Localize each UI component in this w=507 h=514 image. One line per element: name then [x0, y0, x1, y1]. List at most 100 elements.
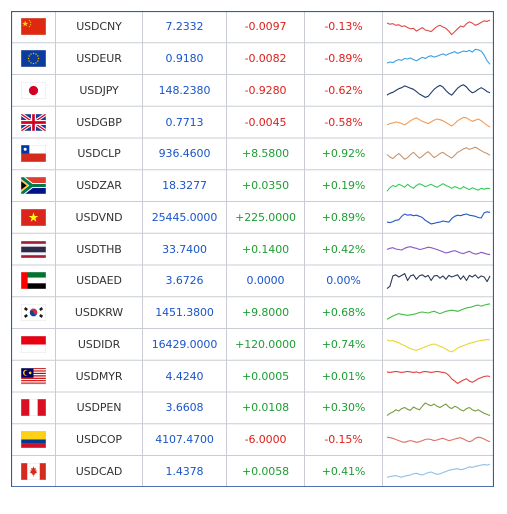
sparkline-cell: [383, 456, 494, 488]
sparkline-path: [386, 146, 491, 161]
table-row[interactable]: USDPEN 3.6608 +0.0108 +0.30%: [11, 392, 494, 424]
flag-cell: [11, 233, 55, 265]
percent-cell: +0.42%: [321, 242, 366, 256]
price-cell: 7.2332: [165, 20, 204, 34]
sparkline-path: [386, 245, 491, 255]
flag-cell: [11, 170, 55, 202]
sparkline-chart: [386, 463, 491, 478]
price-cell: 18.3277: [162, 179, 207, 193]
symbol-cell: USDIDR: [77, 337, 121, 351]
table-row[interactable]: USDVND 25445.0000 +225.0000 +0.89%: [11, 202, 494, 234]
indonesia-flag-icon: [20, 335, 46, 353]
sparkline-chart: [386, 402, 491, 417]
sparkline-chart: [386, 370, 491, 384]
uae-flag-icon: [20, 272, 46, 290]
percent-cell: -0.58%: [324, 115, 363, 129]
price-cell: 1451.3800: [155, 306, 214, 320]
table-row[interactable]: USDCAD 1.4378 +0.0058 +0.41%: [11, 456, 494, 488]
table-row[interactable]: USDJPY 148.2380 -0.9280 -0.62%: [11, 75, 494, 107]
colombia-flag-icon: [20, 431, 46, 449]
sparkline-chart: [386, 19, 491, 36]
percent-cell: +0.74%: [321, 337, 366, 351]
sparkline-path: [386, 338, 491, 353]
sparkline-cell: [383, 75, 494, 107]
flag-cell: [11, 392, 55, 424]
japan-flag-icon: [20, 81, 46, 99]
flag-cell: [11, 329, 55, 361]
table-row[interactable]: USDIDR 16429.0000 +120.0000 +0.74%: [11, 329, 494, 361]
sparkline-cell: [383, 392, 494, 424]
change-cell: +0.0058: [241, 464, 289, 478]
percent-cell: 0.00%: [326, 274, 361, 288]
table-row[interactable]: USDEUR 0.9180 -0.0082 -0.89%: [11, 43, 494, 75]
percent-cell: -0.13%: [324, 20, 363, 34]
sparkline-path: [386, 48, 491, 65]
sparkline-chart: [386, 303, 491, 320]
percent-cell: -0.89%: [324, 52, 363, 66]
sparkline-cell: [383, 170, 494, 202]
sparkline-chart: [386, 183, 491, 192]
sparkline-path: [386, 402, 491, 417]
sparkline-cell: [383, 233, 494, 265]
symbol-cell: USDVND: [75, 210, 123, 224]
change-cell: -0.0045: [244, 115, 287, 129]
sparkline-chart: [386, 116, 491, 128]
symbol-cell: USDAED: [76, 274, 122, 288]
price-cell: 0.7713: [165, 115, 204, 129]
table-row[interactable]: USDZAR 18.3277 +0.0350 +0.19%: [11, 170, 494, 202]
change-cell: +9.8000: [241, 306, 289, 320]
percent-cell: +0.89%: [321, 210, 366, 224]
sparkline-path: [386, 19, 491, 36]
sparkline-cell: [383, 265, 494, 297]
percent-cell: +0.92%: [321, 147, 366, 161]
sparkline-path: [386, 84, 491, 98]
table-row[interactable]: USDMYR 4.4240 +0.0005 +0.01%: [11, 360, 494, 392]
table-row[interactable]: USDCLP 936.4600 +8.5800 +0.92%: [11, 138, 494, 170]
flag-cell: [11, 265, 55, 297]
sparkline-cell: [383, 297, 494, 329]
price-cell: 0.9180: [165, 52, 204, 66]
flag-cell: [11, 360, 55, 392]
table-row[interactable]: USDCOP 4107.4700 -6.0000 -0.15%: [11, 424, 494, 456]
chile-flag-icon: [20, 145, 46, 163]
price-cell: 148.2380: [158, 83, 211, 97]
table-row[interactable]: USDTHB 33.7400 +0.1400 +0.42%: [11, 233, 494, 265]
canada-flag-icon: [20, 462, 46, 480]
flag-cell: [11, 297, 55, 329]
flag-cell: [11, 424, 55, 456]
sparkline-chart: [386, 245, 491, 255]
table-row[interactable]: USDKRW 1451.3800 +9.8000 +0.68%: [11, 297, 494, 329]
symbol-cell: USDPEN: [76, 401, 122, 415]
percent-cell: +0.41%: [321, 464, 366, 478]
price-cell: 3.6726: [165, 274, 204, 288]
flag-cell: [11, 202, 55, 234]
sparkline-cell: [383, 43, 494, 75]
price-cell: 1.4378: [165, 464, 204, 478]
sparkline-path: [386, 116, 491, 128]
price-cell: 4107.4700: [155, 433, 214, 447]
table-row[interactable]: USDGBP 0.7713 -0.0045 -0.58%: [11, 106, 494, 138]
currency-table: USDCNY 7.2332 -0.0097 -0.13% USDEUR 0.91…: [11, 11, 494, 487]
sparkline-path: [386, 211, 491, 225]
symbol-cell: USDCLP: [77, 147, 121, 161]
symbol-cell: USDCAD: [75, 464, 123, 478]
flag-cell: [11, 456, 55, 488]
flag-cell: [11, 11, 55, 43]
china-flag-icon: [20, 18, 46, 36]
change-cell: +120.0000: [235, 337, 296, 351]
percent-cell: +0.68%: [321, 306, 366, 320]
symbol-cell: USDTHB: [76, 242, 122, 256]
sparkline-cell: [383, 138, 494, 170]
percent-cell: +0.19%: [321, 179, 366, 193]
peru-flag-icon: [20, 399, 46, 417]
change-cell: -0.0082: [244, 52, 287, 66]
change-cell: +0.1400: [241, 242, 289, 256]
price-cell: 33.7400: [162, 242, 207, 256]
flag-cell: [11, 43, 55, 75]
table-row[interactable]: USDAED 3.6726 0.0000 0.00%: [11, 265, 494, 297]
change-cell: -0.9280: [244, 83, 287, 97]
table-row[interactable]: USDCNY 7.2332 -0.0097 -0.13%: [11, 11, 494, 43]
sparkline-path: [386, 370, 491, 384]
sparkline-cell: [383, 202, 494, 234]
south-africa-flag-icon: [20, 177, 46, 195]
